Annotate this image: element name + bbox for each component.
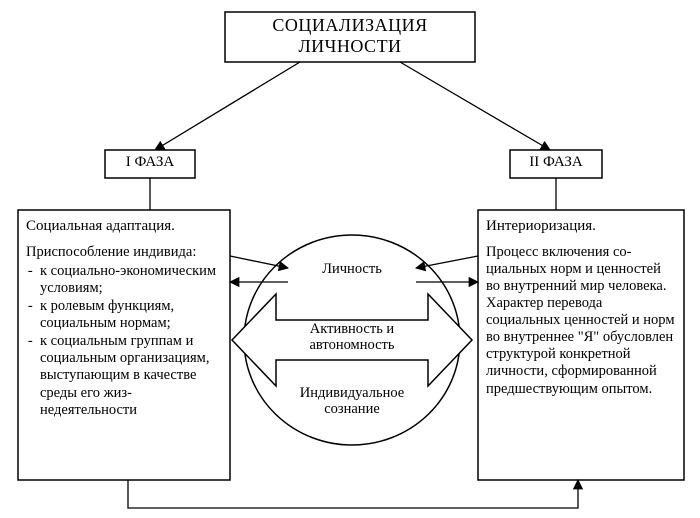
left-box-item-1: к ролевым функциям, социальным нормам;: [40, 298, 224, 332]
title-label: СОЦИАЛИЗАЦИЯЛИЧНОСТИ: [225, 15, 475, 65]
ellipse-top: Личность: [272, 262, 432, 284]
ellipse-label-bot2: сознание: [324, 401, 380, 417]
left-box-list: к социально-экономическим услови­ям;к ро…: [26, 263, 224, 419]
title-line2: ЛИЧНОСТИ: [298, 36, 401, 56]
edge-bottom-connector: [128, 480, 578, 508]
right-box-heading: Интериоризация.: [486, 218, 678, 236]
ellipse-label-mid1: Активность и: [310, 322, 394, 337]
edge-title-to-phase2: [400, 62, 550, 150]
left-box-item-0: к социально-экономическим услови­ям;: [40, 263, 224, 297]
right-box-body: Процесс включения со­циальных норм и цен…: [486, 244, 678, 398]
ellipse-mid: Активность иавтономность: [262, 322, 442, 360]
left-box-heading: Социальная адаптация.: [26, 218, 224, 236]
phase2-label: II ФАЗА: [510, 155, 602, 170]
ellipse-label-bot1: Индивидуальное: [300, 386, 404, 401]
ellipse-label-top: Личность: [272, 262, 432, 278]
left-box-content: Социальная адаптация. Приспособление инди…: [26, 218, 224, 476]
left-box-item-2: к социальным группам и социальным органи…: [40, 333, 224, 419]
edge-title-to-phase1: [155, 62, 300, 150]
ellipse-label-mid2: автономность: [310, 337, 395, 353]
ellipse-bot: Индивидуальноесознание: [257, 386, 447, 426]
right-box-content: Интериоризация. Процесс включения со­циал…: [486, 218, 678, 476]
title-line1: СОЦИАЛИЗАЦИЯ: [272, 15, 427, 35]
left-box-intro: Приспособление индивида:: [26, 244, 224, 261]
diagram-canvas: СОЦИАЛИЗАЦИЯЛИЧНОСТИ I ФАЗА II ФАЗА Социаль…: [0, 0, 700, 518]
phase1-label: I ФАЗА: [105, 155, 195, 170]
